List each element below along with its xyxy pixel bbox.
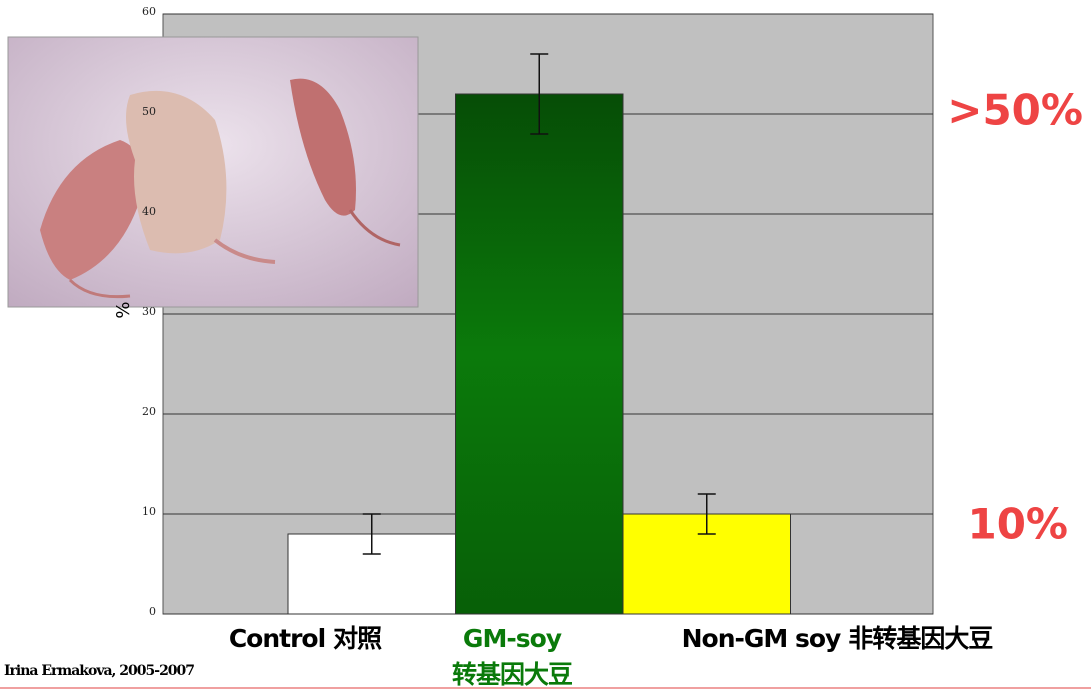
x-tick-label: GM-soy	[463, 624, 562, 653]
y-tick-label: 10	[142, 505, 156, 518]
y-tick-label: 0	[149, 605, 156, 618]
x-tick-label: 转基因大豆	[452, 660, 573, 689]
x-tick-label-part: Non-GM soy	[682, 624, 841, 653]
y-tick-label: 40	[142, 205, 156, 218]
x-tick-label-part: Control	[229, 624, 325, 653]
error-bar	[362, 513, 381, 555]
y-tick-label: 30	[142, 305, 156, 318]
annotation: 10%	[967, 500, 1068, 549]
y-axis-label: %	[113, 301, 134, 318]
x-tick-label-part: 对照	[333, 624, 382, 653]
y-tick-label: 20	[142, 405, 156, 418]
error-bar	[530, 53, 549, 135]
photo	[7, 36, 419, 308]
y-tick-label: 60	[142, 5, 156, 18]
y-tick-label: 50	[142, 105, 156, 118]
x-tick-label: Control 对照	[229, 624, 382, 654]
annotation: >50%	[947, 86, 1083, 135]
x-tick-label: Non-GM soy 非转基因大豆	[682, 624, 994, 654]
credit: Irina Ermakova, 2005-2007	[4, 663, 194, 679]
bar	[455, 93, 624, 615]
error-bar	[697, 493, 716, 535]
x-tick-label-part: 非转基因大豆	[848, 624, 993, 653]
